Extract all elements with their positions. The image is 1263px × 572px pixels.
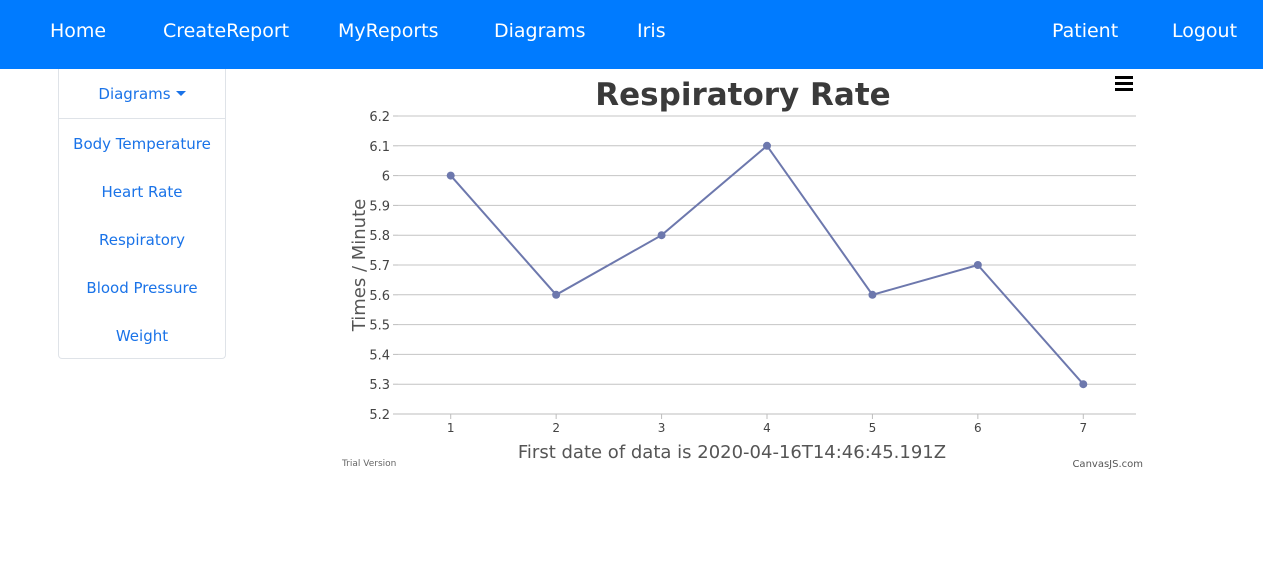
y-tick-label: 6.2	[369, 110, 390, 125]
x-tick-label: 6	[974, 421, 982, 435]
data-point	[973, 261, 982, 269]
sidebar-item-blood-pressure[interactable]: Blood Pressure	[86, 279, 198, 297]
nav-myreports-link[interactable]: MyReports	[338, 20, 439, 42]
sidebar-item-weight[interactable]: Weight	[115, 327, 169, 345]
x-tick-label: 3	[658, 421, 666, 435]
y-tick-label: 5.8	[369, 229, 390, 244]
x-axis-title: First date of data is 2020-04-16T14:46:4…	[518, 442, 946, 463]
sidebar-item-body-temperature[interactable]: Body Temperature	[73, 135, 211, 153]
nav-patient-link[interactable]: Patient	[1052, 20, 1119, 42]
data-point	[868, 290, 877, 299]
x-tick-label: 4	[763, 421, 771, 435]
y-tick-label: 5.4	[369, 348, 390, 363]
hamburger-menu-icon[interactable]	[1115, 75, 1133, 93]
data-point	[657, 231, 666, 240]
sidebar-item-respiratory[interactable]: Respiratory	[99, 231, 185, 249]
x-tick-label: 7	[1079, 421, 1087, 435]
data-point	[552, 290, 561, 299]
y-tick-label: 5.6	[369, 289, 390, 304]
y-tick-label: 5.5	[369, 319, 390, 334]
nav-logout-link[interactable]: Logout	[1172, 20, 1238, 42]
canvasjs-credit: CanvasJS.com	[1072, 459, 1143, 470]
data-point	[763, 141, 771, 150]
nav-createreport-link[interactable]: CreateReport	[163, 20, 290, 42]
nav-iris-link[interactable]: Iris	[637, 20, 666, 42]
data-point	[446, 171, 455, 180]
x-tick-label: 5	[869, 421, 877, 435]
diagrams-sidebar: Diagrams Body Temperature Heart Rate Res…	[58, 69, 226, 359]
respiratory-rate-chart: Respiratory Rate 5.2 5.3 5.4 5.5 5.6 5.7 5.8 5.9…	[330, 69, 1160, 479]
nav-diagrams-link[interactable]: Diagrams	[494, 20, 586, 42]
trial-version-watermark: Trial Version	[341, 459, 396, 469]
caret-down-icon	[175, 91, 186, 96]
y-tick-label: 5.2	[369, 408, 390, 423]
y-tick-label: 6	[382, 170, 390, 185]
y-axis-title: Times / Minute	[349, 199, 370, 332]
x-tick-label: 1	[447, 421, 455, 435]
nav-home-link[interactable]: Home	[50, 20, 107, 42]
x-tick-label: 2	[552, 421, 560, 435]
y-tick-label: 5.3	[369, 378, 390, 393]
chart-canvas: Respiratory Rate 5.2 5.3 5.4 5.5 5.6 5.7 5.8 5.9…	[341, 77, 1143, 470]
y-tick-label: 5.9	[369, 199, 390, 214]
y-tick-label: 5.7	[369, 259, 390, 274]
data-point	[1079, 380, 1088, 389]
navbar: Home CreateReport MyReports Diagrams Iri…	[0, 0, 1263, 69]
chart-title: Respiratory Rate	[595, 77, 890, 113]
sidebar-item-heart-rate[interactable]: Heart Rate	[101, 183, 183, 201]
y-tick-label: 6.1	[369, 140, 390, 155]
dropdown-label: Diagrams	[98, 84, 171, 103]
diagrams-dropdown-toggle[interactable]: Diagrams	[59, 69, 225, 119]
